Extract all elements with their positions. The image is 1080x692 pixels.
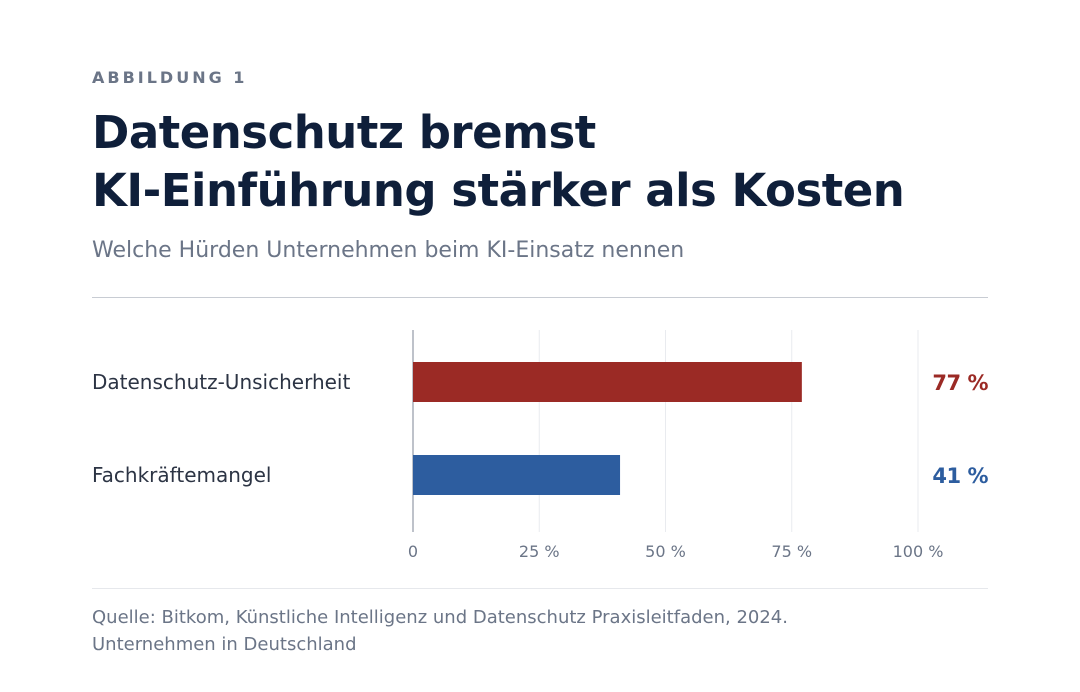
x-tick-label: 0	[408, 542, 418, 561]
x-tick-label: 75 %	[771, 542, 812, 561]
x-tick-label: 25 %	[519, 542, 560, 561]
value-labels: 77 % 41 %	[932, 371, 989, 488]
source-note: Quelle: Bitkom, Künstliche Intelligenz u…	[92, 604, 992, 658]
x-axis-ticks: 0 25 % 50 % 75 % 100 %	[408, 542, 944, 561]
divider-bottom	[92, 588, 988, 589]
category-label: Datenschutz-Unsicherheit	[92, 370, 350, 394]
source-line-1: Quelle: Bitkom, Künstliche Intelligenz u…	[92, 607, 788, 628]
x-tick-label: 100 %	[893, 542, 944, 561]
x-tick-label: 50 %	[645, 542, 686, 561]
divider-top	[92, 297, 988, 298]
category-labels: Datenschutz-Unsicherheit Fachkräftemangel	[92, 370, 350, 487]
category-label: Fachkräftemangel	[92, 463, 271, 487]
chart-title: Datenschutz bremst KI-Einführung stärker…	[92, 104, 1032, 220]
bar	[413, 362, 802, 402]
value-label: 77 %	[932, 371, 988, 395]
chart-title-line-2: KI-Einführung stärker als Kosten	[92, 164, 905, 217]
chart-title-line-1: Datenschutz bremst	[92, 106, 596, 159]
figure-kicker: ABBILDUNG 1	[92, 68, 248, 87]
chart-subtitle: Welche Hürden Unternehmen beim KI-Einsat…	[92, 238, 685, 263]
bar	[413, 455, 621, 495]
source-line-2: Unternehmen in Deutschland	[92, 634, 357, 655]
grid-lines	[412, 330, 919, 532]
bars	[413, 362, 802, 495]
value-label: 41 %	[932, 464, 988, 488]
